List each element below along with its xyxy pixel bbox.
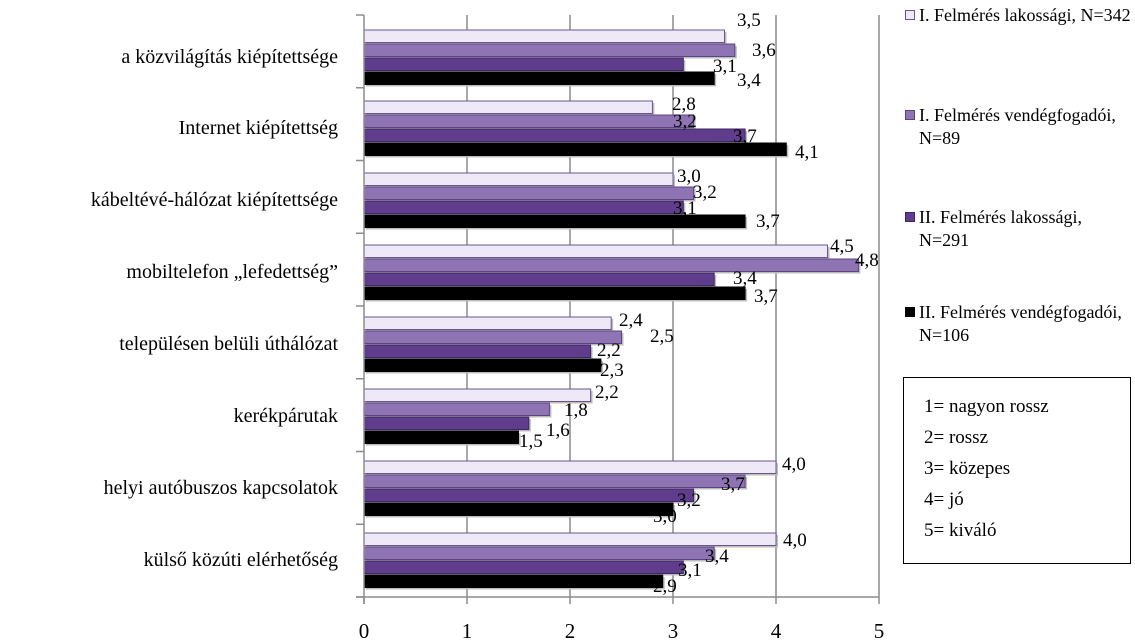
x-tick-label: 0 [359,619,370,642]
bar [363,100,653,114]
data-label: 4,1 [795,142,819,163]
legend-item: II. Felmérés vendégfogadói, N=106 [905,301,1133,347]
legend-swatch [905,212,915,222]
bar [363,474,746,488]
data-label: 2,5 [650,326,674,347]
data-label: 1,6 [546,420,570,441]
data-label: 3,4 [737,70,761,91]
bar [363,344,592,358]
legend-item: I. Felmérés vendégfogadói, N=89 [905,104,1133,150]
bar [363,532,777,546]
data-label: 2,4 [619,310,643,331]
category-label: Internet kiépítettség [179,117,338,139]
data-label: 3,5 [737,10,761,31]
bar [363,460,777,474]
x-tick-label: 5 [874,619,885,642]
bar [363,186,695,200]
category-label: kerékpárutak [234,405,338,427]
category-label: külső közúti elérhetőség [144,549,338,571]
data-label: 1,5 [519,431,543,452]
bar [363,114,695,128]
bar [363,200,684,214]
data-label: 3,7 [754,286,778,307]
bar [363,272,715,286]
data-label: 4,8 [855,250,879,271]
data-label: 1,8 [564,400,588,421]
data-label: 3,1 [678,560,702,581]
data-label: 4,5 [830,236,854,257]
data-label: 3,4 [705,546,729,567]
legend-item: I. Felmérés lakossági, N=342 [905,4,1133,27]
category-label: a közvilágítás kiépítettsége [121,46,338,68]
bar [363,29,725,43]
x-tick-label: 1 [462,619,473,642]
data-label: 4,0 [783,530,807,551]
data-label: 3,0 [677,166,701,187]
bar [363,574,664,588]
data-label: 3,0 [653,506,677,527]
legend-label: II. Felmérés vendégfogadói, N=106 [919,302,1122,345]
category-label: településen belüli úthálózat [119,333,338,355]
x-tick-label: 3 [668,619,679,642]
data-label: 3,1 [673,198,697,219]
bar [363,244,828,258]
legend-label: I. Felmérés lakossági, N=342 [919,5,1131,25]
data-label: 3,6 [752,40,776,61]
data-label: 2,2 [595,382,619,403]
legend-label: I. Felmérés vendégfogadói, N=89 [919,105,1116,148]
bar [363,388,592,402]
data-label: 3,2 [693,182,717,203]
rating-scale-line: 1= nagyon rossz [924,396,1049,417]
data-label: 3,4 [733,268,757,289]
bar [363,430,519,444]
category-label: kábeltévé-hálózat kiépítettsége [91,189,338,211]
category-label: helyi autóbuszos kapcsolatok [104,477,338,499]
data-label: 3,7 [733,126,757,147]
rating-scale-box: 1= nagyon rossz 2= rossz 3= közepes 4= jó 5=… [903,377,1131,564]
data-label: 2,3 [600,360,624,381]
rating-scale-line: 5= kiváló [924,520,997,541]
category-label: mobiltelefon „lefedettség” [126,261,338,283]
x-tick-label: 2 [565,619,576,642]
legend-swatch [905,10,915,20]
bar [363,402,550,416]
legend-swatch [905,307,915,317]
bar [363,258,859,272]
data-label: 2,9 [653,576,677,597]
data-label: 2,2 [597,340,621,361]
bar [363,57,684,71]
data-label: 2,8 [672,94,696,115]
bar [363,286,746,300]
bar [363,560,684,574]
data-label: 3,2 [677,490,701,511]
bar [363,71,715,85]
data-label: 3,7 [756,211,780,232]
x-tick-label: 4 [771,619,782,642]
rating-scale-line: 2= rossz [924,427,989,448]
bar [363,142,787,156]
legend-swatch [905,110,915,120]
legend-item: II. Felmérés lakossági, N=291 [905,206,1133,252]
data-label: 3,7 [721,474,745,495]
bar [363,502,674,516]
bar [363,358,602,372]
data-label: 3,1 [713,56,737,77]
bar [363,416,530,430]
data-label: 4,0 [782,454,806,475]
bar [363,43,736,57]
legend-label: II. Felmérés lakossági, N=291 [919,207,1082,250]
bar [363,316,612,330]
rating-scale-line: 4= jó [924,489,964,510]
bar [363,330,622,344]
bar [363,488,695,502]
data-label: 3,2 [673,111,697,132]
rating-scale-line: 3= közepes [924,458,1011,479]
bar [363,172,674,186]
bar [363,546,715,560]
